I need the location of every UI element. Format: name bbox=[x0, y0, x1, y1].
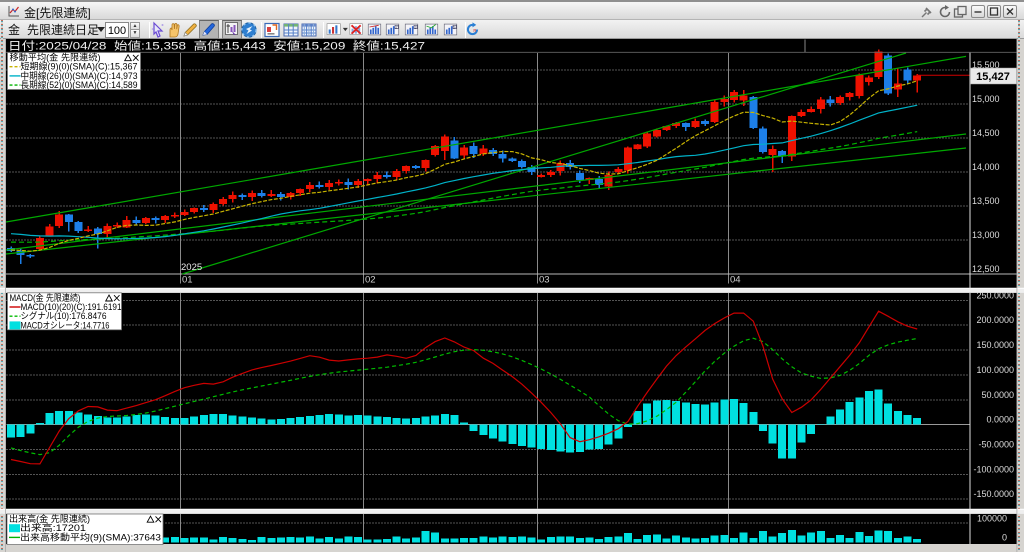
svg-text:100.0000: 100.0000 bbox=[976, 365, 1014, 375]
svg-text:R: R bbox=[473, 28, 476, 33]
svg-text:13,500: 13,500 bbox=[972, 196, 1000, 206]
svg-text:04: 04 bbox=[730, 275, 741, 286]
svg-text:15,000: 15,000 bbox=[972, 94, 1000, 104]
svg-text:短期線(9)(0)(SMA)(C):15,367: 短期線(9)(0)(SMA)(C):15,367 bbox=[21, 61, 138, 72]
svg-text:01: 01 bbox=[182, 275, 193, 286]
svg-text:S: S bbox=[453, 25, 456, 29]
svg-text:15,500: 15,500 bbox=[972, 60, 1000, 70]
svg-text:14,000: 14,000 bbox=[972, 162, 1000, 172]
svg-text:MACDオシレータ:14.7716: MACDオシレータ:14.7716 bbox=[21, 320, 110, 330]
svg-text:0: 0 bbox=[1002, 533, 1007, 543]
svg-text:03: 03 bbox=[539, 275, 550, 286]
svg-text:中期線(26)(0)(SMA)(C):14,973: 中期線(26)(0)(SMA)(C):14,973 bbox=[21, 70, 138, 81]
svg-text:0.0000: 0.0000 bbox=[986, 415, 1014, 425]
svg-text:MACD(10)(20)(C):191.6191: MACD(10)(20)(C):191.6191 bbox=[21, 302, 122, 312]
svg-text:出来高移動平均(9)(SMA):37643: 出来高移動平均(9)(SMA):37643 bbox=[20, 531, 161, 542]
svg-text:250.0000: 250.0000 bbox=[976, 290, 1014, 300]
svg-text:-50.0000: -50.0000 bbox=[978, 439, 1014, 449]
svg-text:50.0000: 50.0000 bbox=[981, 390, 1014, 400]
svg-text:200.0000: 200.0000 bbox=[976, 315, 1014, 325]
svg-text:移動平均(金 先限連続): 移動平均(金 先限連続) bbox=[10, 52, 101, 63]
svg-text:12,500: 12,500 bbox=[972, 264, 1000, 274]
svg-text:-150.0000: -150.0000 bbox=[973, 489, 1014, 499]
svg-text:3: 3 bbox=[415, 25, 417, 29]
svg-text:13,000: 13,000 bbox=[972, 230, 1000, 240]
svg-text:14,500: 14,500 bbox=[972, 128, 1000, 138]
svg-text:150.0000: 150.0000 bbox=[976, 340, 1014, 350]
svg-text:長期線(52)(0)(SMA)(C):14,589: 長期線(52)(0)(SMA)(C):14,589 bbox=[21, 79, 138, 90]
svg-text:出来高:17201: 出来高:17201 bbox=[20, 522, 86, 533]
svg-text:2: 2 bbox=[396, 25, 398, 29]
svg-text:シグナル(10):176.8476: シグナル(10):176.8476 bbox=[21, 310, 107, 321]
svg-text:MACD(金 先限連続): MACD(金 先限連続) bbox=[10, 292, 81, 303]
svg-text:100000: 100000 bbox=[977, 514, 1007, 524]
svg-text:出来高(金 先限連続): 出来高(金 先限連続) bbox=[9, 513, 90, 524]
svg-text:-100.0000: -100.0000 bbox=[973, 464, 1014, 474]
svg-text:日付:2025/04/28 始値:15,358 高値:1: 日付:2025/04/28 始値:15,358 高値:15,443 安値:15,… bbox=[8, 39, 425, 53]
svg-text:2025: 2025 bbox=[181, 262, 202, 273]
svg-text:15,427: 15,427 bbox=[976, 71, 1010, 83]
svg-text:02: 02 bbox=[365, 275, 376, 286]
